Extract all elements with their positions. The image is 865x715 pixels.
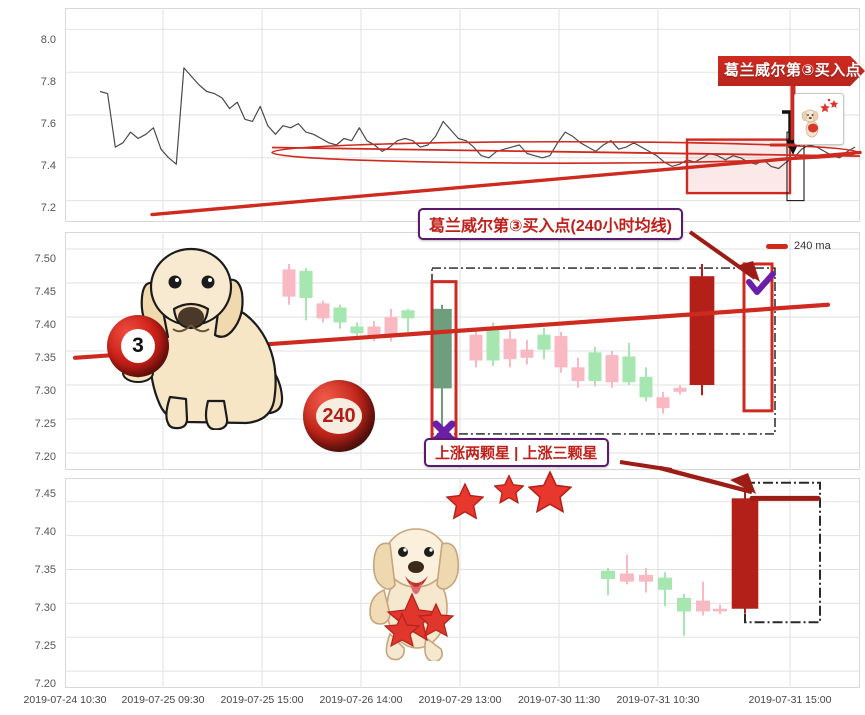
billiard-ball-240: 240 [303,380,375,452]
y-tick-mid-7.20: 7.20 [34,451,56,463]
ball-240-number: 240 [316,398,362,434]
y-tick-top-7.4: 7.4 [40,160,56,172]
ma-legend-swatch [766,243,788,249]
y-tick-mid-7.35: 7.35 [34,352,56,364]
rising-star-icon-2 [494,474,524,504]
y-tick-top-8.0: 8.0 [40,34,56,46]
buy-point-banner: 葛兰威尔第③买入点 [718,56,865,86]
ball-three-number: 3 [121,329,155,363]
x-tick-2: 2019-07-25 15:00 [220,694,304,706]
banner-label: 葛兰威尔第③买入点 [724,62,862,79]
x-tick-0: 2019-07-24 10:30 [23,694,107,706]
golden-retriever-illustration [122,247,284,430]
y-tick-bot-7.45: 7.45 [34,488,56,500]
dog-stars-thumbnail-box [794,93,844,145]
x-tick-7: 2019-07-31 15:00 [748,694,832,706]
rising-star-icon-1 [446,482,484,520]
puppy-with-stars-illustration [369,528,460,661]
y-tick-bot-7.30: 7.30 [34,602,56,614]
banner-arrow-shape [718,56,865,86]
ma-legend-label: 240 ma [794,240,831,252]
y-tick-top-7.8: 7.8 [40,76,56,88]
y-tick-top-7.6: 7.6 [40,118,56,130]
y-tick-mid-7.50: 7.50 [34,253,56,265]
x-tick-3: 2019-07-26 14:00 [319,694,403,706]
x-tick-1: 2019-07-25 09:30 [121,694,205,706]
ma-buy-point-callout: 葛兰威尔第③买入点(240小时均线) [418,208,683,240]
y-tick-mid-7.25: 7.25 [34,418,56,430]
y-tick-top-7.2: 7.2 [40,202,56,214]
y-tick-mid-7.45: 7.45 [34,286,56,298]
rising-stars-callout: 上涨两颗星 | 上涨三颗星 [424,438,609,467]
y-tick-mid-7.40: 7.40 [34,319,56,331]
y-tick-bot-7.25: 7.25 [34,640,56,652]
y-tick-bot-7.40: 7.40 [34,526,56,538]
x-tick-6: 2019-07-31 10:30 [616,694,700,706]
dog-stars-thumbnail-icon [801,98,839,138]
price-line-panel [65,8,860,222]
billiard-ball-three: 3 [107,315,169,377]
ma-legend: 240 ma [766,240,831,252]
rising-star-icon-3 [528,470,572,514]
y-tick-bot-7.20: 7.20 [34,678,56,690]
x-tick-4: 2019-07-29 13:00 [418,694,502,706]
y-tick-mid-7.30: 7.30 [34,385,56,397]
x-tick-5: 2019-07-30 11:30 [517,694,601,706]
y-tick-bot-7.35: 7.35 [34,564,56,576]
